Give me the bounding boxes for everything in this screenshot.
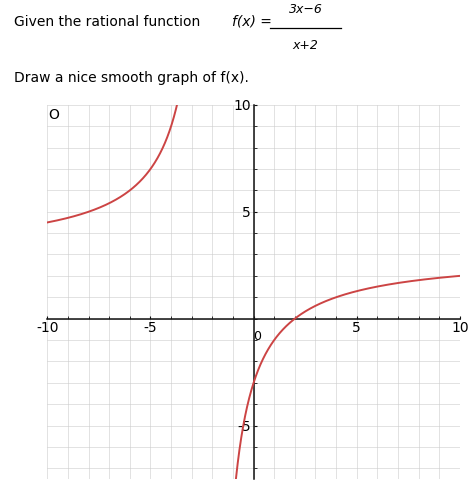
Text: x+2: x+2 — [293, 39, 319, 52]
Text: f(x) =: f(x) = — [232, 15, 272, 29]
Text: Draw a nice smooth graph of f(x).: Draw a nice smooth graph of f(x). — [14, 71, 249, 85]
Text: Given the rational function: Given the rational function — [14, 15, 209, 29]
Text: O: O — [48, 108, 59, 122]
Text: 0: 0 — [253, 330, 261, 343]
Text: 3x−6: 3x−6 — [289, 3, 323, 16]
